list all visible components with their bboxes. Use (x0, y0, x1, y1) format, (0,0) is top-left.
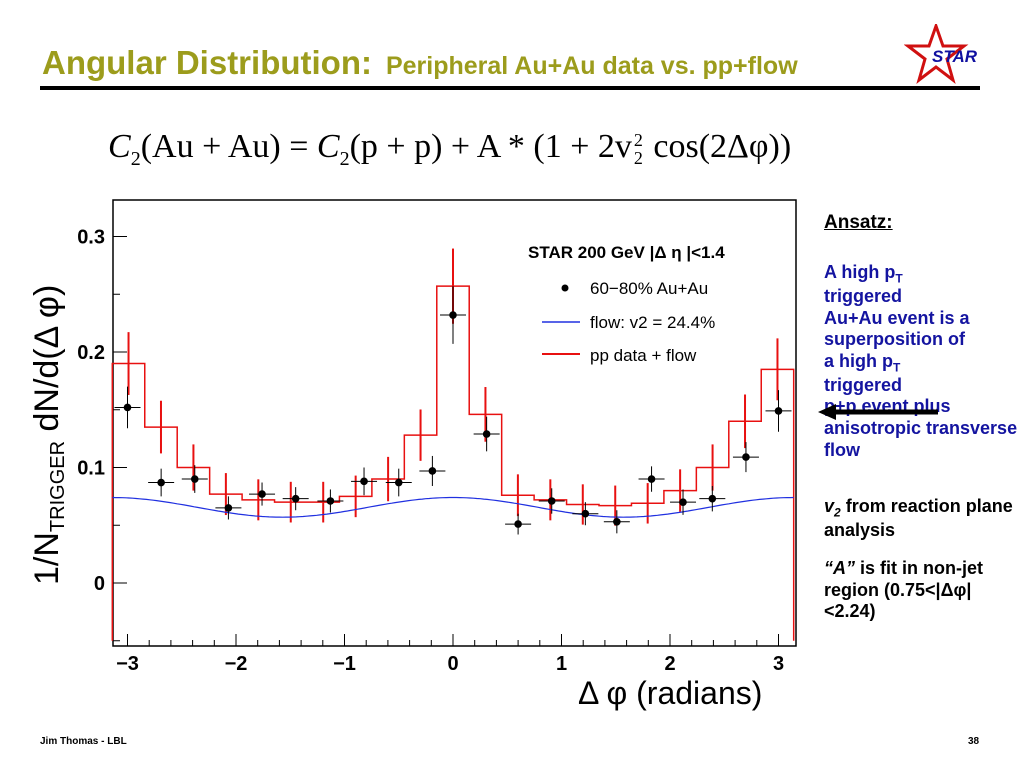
y-tick-label: 0.1 (77, 458, 105, 480)
y-tick-label: 0.2 (77, 342, 105, 364)
ansatz-l4-sub: T (893, 360, 901, 375)
flow-curve (112, 496, 794, 518)
ansatz-heading: Ansatz: (824, 212, 893, 233)
formula-tail: cos(2Δφ)) (644, 128, 792, 165)
data-point (394, 478, 403, 487)
v2-note-sub: 2 (834, 505, 841, 520)
y-axis-label-prefix: 1/N (28, 532, 66, 585)
formula-rhs: (p + p) + A * (1 + 2v (349, 128, 632, 165)
v2-note-v: v (824, 496, 835, 516)
v2-note: v2 from reaction plane analysis (824, 496, 1019, 542)
x-axis-label: Δ φ (radians) (578, 675, 762, 711)
formula-vsup: 2 (633, 130, 643, 151)
data-point (708, 494, 717, 503)
data-point (742, 453, 750, 461)
star-logo: STAR (904, 24, 978, 84)
formula-sub1: 2 (130, 147, 141, 170)
data-point (547, 497, 556, 505)
logo-text: STAR (932, 47, 978, 66)
formula-sub2: 2 (339, 147, 350, 170)
footer-author: Jim Thomas - LBL (40, 736, 127, 747)
legend-entry-points: 60−80% Au+Au (590, 279, 708, 298)
fit-note-rest: is fit in non-jet region (0.75<|Δφ|<2.24… (824, 558, 983, 622)
title-rule (40, 86, 980, 90)
formula-vsub: 2 (633, 148, 643, 169)
data-point (291, 494, 300, 503)
ansatz-l1-sub: T (895, 271, 903, 286)
y-axis-label: 1/NTRIGGER dN/d(Δ φ) (28, 285, 69, 585)
ansatz-l5: triggered (824, 374, 903, 395)
x-tick-label: −1 (333, 653, 356, 675)
slide-number: 38 (968, 736, 980, 747)
star-logo-icon (904, 24, 969, 84)
data-point (123, 403, 132, 412)
ansatz-l4: a high p (824, 350, 893, 371)
data-point (774, 407, 783, 415)
title-main: Angular Distribution: (42, 44, 372, 81)
arrow-icon (818, 404, 938, 420)
data-point (360, 477, 368, 486)
plot-frame (112, 199, 797, 647)
fit-note: “A” is fit in non-jet region (0.75<|Δφ|<… (824, 558, 1019, 623)
formula-lhs: (Au + Au) = (140, 128, 317, 165)
y-axis-label-rest: dN/d(Δ φ) (28, 285, 66, 441)
data-point (514, 520, 522, 528)
legend-marker-points (561, 284, 569, 292)
data-point (190, 475, 199, 483)
ansatz-l2: triggered (824, 285, 903, 306)
pp-flow-histogram (111, 285, 795, 641)
x-tick-label: 0 (447, 653, 458, 675)
data-point (482, 430, 491, 438)
data-point (647, 475, 656, 483)
data-point (326, 497, 335, 505)
legend-entry-flow: flow: v2 = 24.4% (590, 313, 715, 332)
legend: STAR 200 GeV |Δ η |<1.4 60−80% Au+Au flo… (528, 243, 725, 365)
data-point (449, 311, 457, 319)
x-tick-label: 2 (664, 653, 675, 675)
x-tick-label: −3 (116, 653, 139, 675)
x-tick-label: −2 (225, 653, 248, 675)
ansatz-l1: A high p (824, 262, 896, 282)
fit-note-a: “A” (824, 558, 855, 578)
data-point (613, 517, 621, 526)
legend-entry-pp: pp data + flow (590, 346, 697, 365)
data-point (258, 490, 266, 498)
formula-c2: C (316, 128, 340, 165)
data-point (157, 478, 165, 487)
data-point (428, 467, 437, 475)
data-point (224, 504, 233, 512)
ansatz-text: A high pT triggered Au+Au event is a sup… (824, 262, 1019, 461)
y-tick-label: 0 (94, 573, 105, 595)
x-tick-label: 3 (773, 653, 784, 675)
title-sub: Peripheral Au+Au data vs. pp+flow (385, 52, 798, 80)
y-axis-label-sub: TRIGGER (47, 441, 69, 532)
ansatz-l3: Au+Au event is a superposition of (824, 307, 970, 350)
x-tick-label: 1 (556, 653, 567, 675)
y-tick-label: 0.3 (77, 227, 105, 249)
slide-title: Angular Distribution: Peripheral Au+Au da… (42, 44, 798, 82)
data-point (679, 498, 687, 506)
v2-note-rest: from reaction plane analysis (824, 496, 1013, 540)
data-point (581, 509, 590, 518)
formula-c1: C (108, 128, 131, 165)
formula: C2(Au + Au) = C2(p + p) + A * (1 + 2v 2 2 … (108, 128, 791, 171)
legend-header: STAR 200 GeV |Δ η |<1.4 (528, 243, 725, 262)
